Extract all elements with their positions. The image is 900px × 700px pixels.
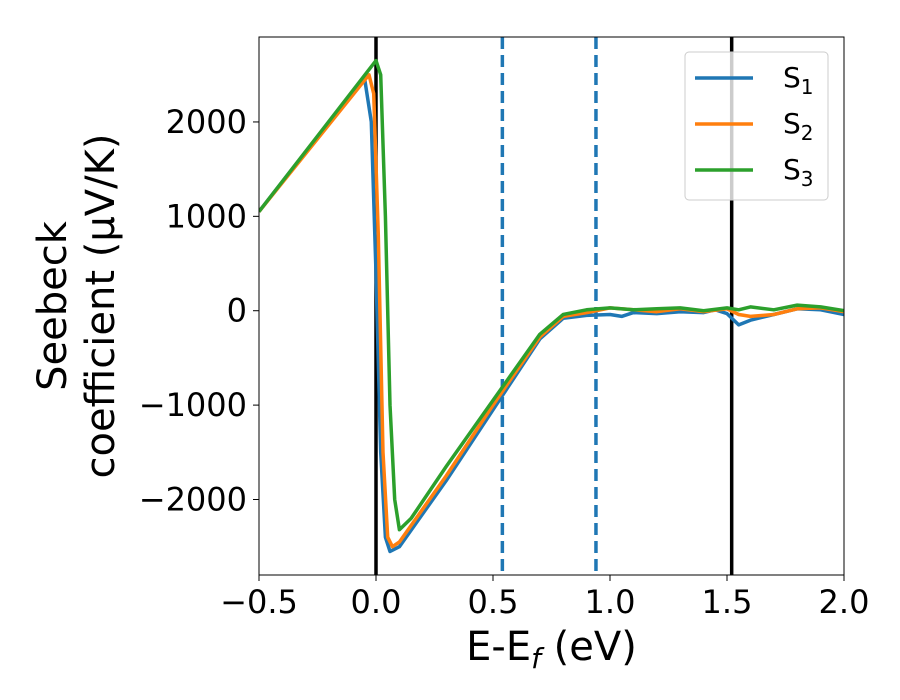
x-axis-label-main: E-E: [466, 624, 531, 670]
y-tick-label: −2000: [139, 480, 247, 518]
series-line-s1: [259, 74, 844, 554]
legend-label-s2: S2: [783, 107, 814, 145]
y-axis-ticks: −2000 −1000 0 1000 2000: [139, 103, 259, 518]
x-axis-label: E-Ef (eV): [466, 624, 637, 675]
series-lines: [259, 58, 844, 554]
series-line-s3: [259, 58, 844, 532]
x-tick-label: 0.0: [351, 583, 402, 621]
y-tick-label: 1000: [166, 197, 247, 235]
y-tick-label: −1000: [139, 386, 247, 424]
y-axis-label-line1: Seebeck: [30, 220, 76, 391]
series-line-s2: [259, 73, 844, 549]
y-axis-label-line2: coefficient (μV/K): [78, 134, 124, 479]
legend-box: [684, 51, 829, 201]
legend-label-s1: S1: [783, 61, 814, 99]
x-tick-label: 2.0: [819, 583, 870, 621]
y-tick-label: 0: [227, 292, 247, 330]
plot-frame: [258, 36, 845, 576]
x-tick-label: 1.5: [702, 583, 753, 621]
legend-label-s3: S3: [783, 153, 814, 191]
x-tick-label: −0.5: [220, 583, 298, 621]
x-tick-label: 0.5: [468, 583, 519, 621]
y-tick-label: 2000: [166, 103, 247, 141]
x-axis-label-unit: (eV): [541, 624, 637, 670]
x-tick-label: 1.0: [585, 583, 636, 621]
legend: S1 S2 S3: [684, 51, 829, 201]
x-axis-ticks: −0.5 0.0 0.5 1.0 1.5 2.0: [220, 575, 869, 621]
